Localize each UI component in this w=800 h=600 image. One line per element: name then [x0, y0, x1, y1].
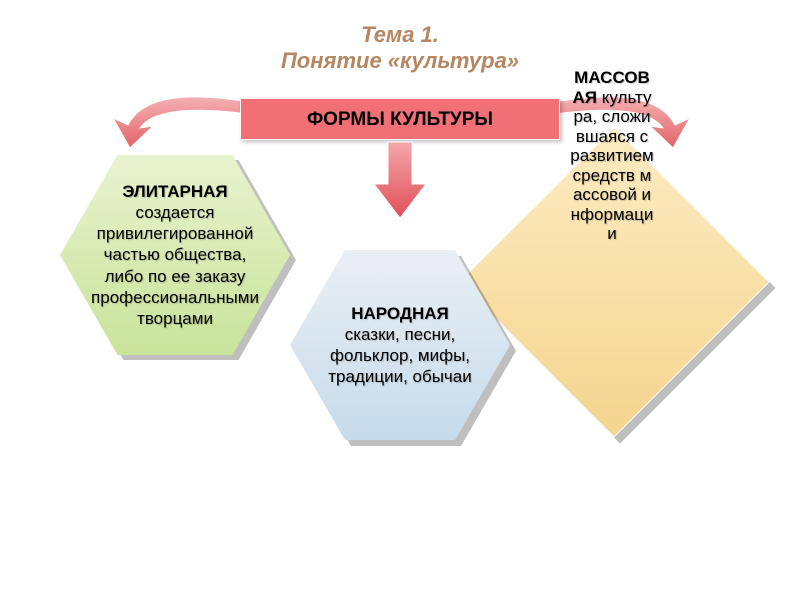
header-label: ФОРМЫ КУЛЬТУРЫ [307, 109, 493, 130]
header-box: ФОРМЫ КУЛЬТУРЫ [240, 98, 560, 140]
elite-text: ЭЛИТАРНАЯ создается привилегированной ча… [88, 181, 262, 330]
arrow-down [372, 140, 428, 220]
arrow-left-curve [108, 90, 258, 150]
mass-culture-text: МАССОВАЯ культура, сложившаяся с развити… [570, 68, 654, 244]
folk-title: НАРОДНАЯ [351, 304, 449, 323]
folk-body: сказки, песни, фольклор, мифы, традиции,… [328, 325, 472, 387]
title-line-2: Понятие «культура» [0, 48, 800, 74]
title-line-1: Тема 1. [0, 22, 800, 48]
folk-text: НАРОДНАЯ сказки, песни, фольклор, мифы, … [318, 303, 482, 388]
elite-body: создается привилегированной частью общес… [91, 203, 259, 328]
mass-body: культура, сложившаяся с развитием средст… [570, 88, 653, 244]
elite-title: ЭЛИТАРНАЯ [122, 182, 227, 201]
slide-title: Тема 1. Понятие «культура» [0, 22, 800, 75]
